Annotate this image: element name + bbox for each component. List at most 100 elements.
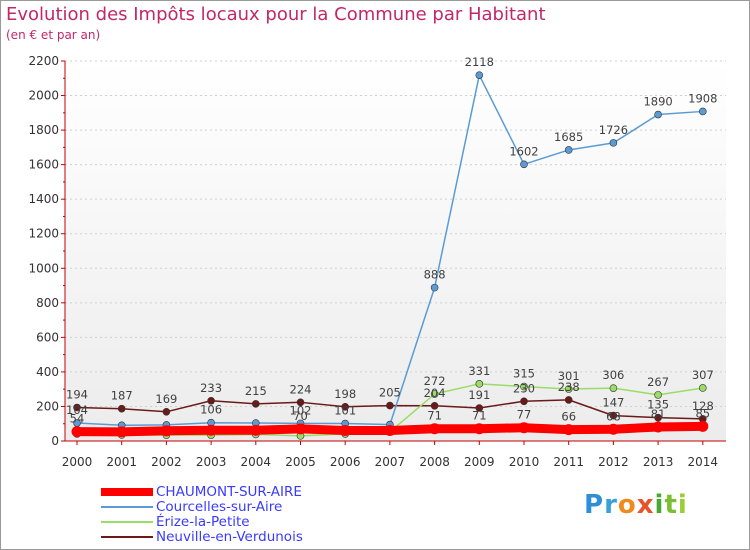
data-label: 128 <box>692 399 714 413</box>
data-label: 331 <box>468 364 490 378</box>
data-point <box>430 390 439 398</box>
legend-label: Érize-la-Petite <box>156 514 250 530</box>
data-point <box>520 160 528 169</box>
data-label: 104 <box>66 403 88 417</box>
data-label: 102 <box>290 403 312 417</box>
y-tick-label: 800 <box>36 296 59 310</box>
data-point <box>607 423 619 435</box>
data-point <box>609 384 618 392</box>
data-label: 267 <box>647 375 669 389</box>
data-label: 1890 <box>643 95 672 109</box>
x-tick-label: 2007 <box>375 455 406 469</box>
data-point <box>296 398 305 407</box>
data-label: 101 <box>334 404 356 418</box>
data-point <box>654 391 662 399</box>
data-label: 70 <box>293 409 308 423</box>
y-tick-label: 1000 <box>28 261 59 275</box>
x-tick-label: 2003 <box>196 455 227 469</box>
data-point <box>654 413 662 422</box>
data-point <box>250 424 262 436</box>
data-label: 191 <box>468 388 490 402</box>
data-label: 54 <box>70 412 85 426</box>
data-label: 85 <box>695 406 710 420</box>
legend-label: Courcelles-sur-Aire <box>156 499 283 515</box>
data-label: 307 <box>692 368 714 382</box>
data-point <box>563 424 575 436</box>
data-point <box>473 423 485 435</box>
y-tick-label: 400 <box>36 365 59 379</box>
data-point <box>430 401 439 410</box>
y-tick-label: 600 <box>36 330 59 344</box>
data-label: 81 <box>651 407 666 421</box>
y-tick-label: 1800 <box>28 123 59 137</box>
y-tick-label: 200 <box>36 399 59 413</box>
data-point <box>252 400 260 408</box>
data-point <box>564 385 573 393</box>
legend-label: CHAUMONT-SUR-AIRE <box>156 484 302 500</box>
data-label: 71 <box>427 409 442 423</box>
data-point <box>116 426 128 438</box>
data-label: 71 <box>472 409 487 423</box>
data-point <box>520 382 528 391</box>
data-point <box>207 396 215 405</box>
data-point <box>564 146 573 154</box>
data-point <box>162 408 171 416</box>
data-point <box>518 422 530 434</box>
data-label: 224 <box>290 382 312 396</box>
x-tick-label: 2004 <box>241 455 272 469</box>
x-tick-label: 2006 <box>330 455 361 469</box>
data-point <box>609 139 618 147</box>
plot-area <box>65 61 726 441</box>
data-label: 77 <box>517 408 532 422</box>
x-tick-label: 2008 <box>419 455 450 469</box>
x-tick-label: 2011 <box>553 455 584 469</box>
proxiti-logo: Proxiti <box>584 490 688 520</box>
data-label: 238 <box>558 380 580 394</box>
x-tick-label: 2014 <box>688 455 719 469</box>
data-point <box>430 283 439 292</box>
data-label: 205 <box>379 386 401 400</box>
data-point <box>564 396 573 404</box>
data-label: 68 <box>606 409 621 423</box>
data-point <box>520 397 528 406</box>
legend-swatch <box>101 488 153 496</box>
data-point <box>697 420 709 432</box>
legend-item: Neuville-en-Verdunois <box>101 530 401 545</box>
data-point <box>384 424 396 436</box>
data-label: 198 <box>334 387 356 401</box>
chart-subtitle: (en € et par an) <box>6 28 101 42</box>
data-point <box>73 403 81 412</box>
legend-swatch <box>101 536 153 538</box>
data-point <box>429 423 441 435</box>
data-label: 272 <box>424 374 446 388</box>
data-label: 1726 <box>599 123 628 137</box>
data-point <box>654 110 662 119</box>
data-label: 215 <box>245 384 267 398</box>
data-label: 106 <box>200 403 222 417</box>
data-label: 135 <box>647 398 669 412</box>
y-tick-label: 1600 <box>28 158 59 172</box>
y-tick-label: 2000 <box>28 89 59 103</box>
x-tick-label: 2010 <box>509 455 540 469</box>
data-point <box>117 404 126 413</box>
data-point <box>160 425 172 437</box>
logo-letter: x <box>636 490 655 520</box>
data-point <box>609 411 618 420</box>
data-label: 194 <box>66 387 88 401</box>
logo-letter: i <box>654 490 665 520</box>
data-label: 2118 <box>465 55 494 69</box>
data-label: 888 <box>424 268 446 282</box>
data-label: 233 <box>200 381 222 395</box>
x-tick-label: 2001 <box>106 455 137 469</box>
legend: CHAUMONT-SUR-AIRE Courcelles-sur-Aire Ér… <box>101 485 401 545</box>
logo-letter: t <box>664 490 678 520</box>
legend-item: CHAUMONT-SUR-AIRE <box>101 485 401 500</box>
data-point <box>71 426 83 438</box>
data-point <box>475 71 484 79</box>
x-tick-label: 2012 <box>598 455 629 469</box>
data-point <box>698 107 707 116</box>
data-label: 1685 <box>554 130 583 144</box>
x-tick-label: 2005 <box>285 455 316 469</box>
